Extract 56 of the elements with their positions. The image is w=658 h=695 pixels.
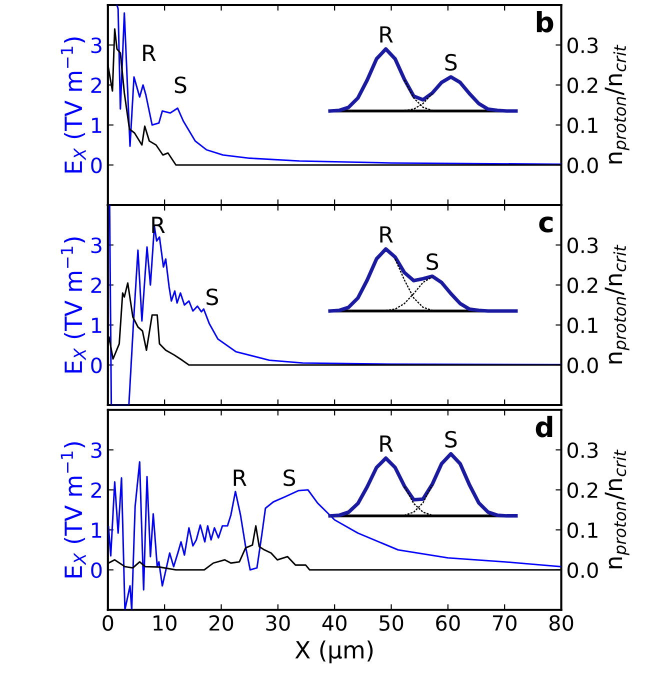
y-tick-label: 0 [91, 357, 102, 374]
y2-tick-label: 0.2 [568, 482, 598, 498]
y-axis-title: E$_{X}$ (TV m$^{−1}$) [60, 237, 86, 372]
y-tick-label: 1 [92, 522, 102, 538]
y2-tick-label: 0.2 [568, 77, 598, 94]
x-tick-label: 20 [210, 615, 234, 631]
x-tick-label: 60 [436, 615, 460, 631]
annotation: R [380, 436, 393, 452]
chart-title: b [536, 11, 554, 32]
y2-tick-label: 0.2 [568, 277, 598, 294]
annotation: R [380, 226, 393, 243]
annotation: R [234, 470, 246, 486]
y-tick-label: 3 [91, 237, 102, 254]
chart-title: c [539, 216, 553, 232]
y2-tick-label: 0.3 [568, 442, 598, 458]
y2-axis-title: n$_{proton}$/n$_{crit}$ [604, 244, 630, 364]
y2-tick-label: 0.0 [568, 157, 598, 174]
y2-axis-title: n$_{proton}$/n$_{crit}$ [604, 44, 630, 164]
chart-title: d [536, 416, 552, 438]
y-tick-label: 1 [92, 318, 102, 333]
x-tick-label: 30 [266, 615, 290, 631]
annotation: S [284, 469, 296, 486]
annotation: S [445, 54, 457, 71]
annotation: S [206, 288, 218, 306]
annotation: S [445, 430, 457, 448]
y2-tick-label: 0.0 [568, 562, 598, 578]
x-axis-title: X (μm) [295, 640, 373, 664]
y2-tick-label: 0.1 [568, 117, 598, 134]
annotation: R [380, 26, 393, 43]
y-tick-label: 1 [92, 118, 102, 133]
y-tick-label: 2 [91, 277, 101, 293]
y2-tick-label: 0.1 [568, 522, 598, 538]
y2-tick-label: 0.3 [568, 37, 598, 54]
x-tick-label: 10 [154, 615, 176, 631]
y-tick-label: 3 [91, 37, 102, 54]
annotation: R [143, 44, 156, 61]
y-tick-label: 2 [91, 482, 101, 498]
y2-tick-label: 0.0 [568, 357, 598, 374]
y-axis-title: E$_{X}$ (TV m$^{−1}$) [60, 37, 86, 172]
y-tick-label: 0 [91, 562, 102, 578]
annotation: S [174, 76, 186, 94]
y2-tick-label: 0.3 [568, 237, 598, 254]
x-tick-label: 80 [549, 615, 574, 631]
y-tick-label: 0 [91, 157, 102, 174]
line-series [116, 4, 562, 165]
x-tick-label: 50 [380, 615, 404, 631]
annotation: R [152, 216, 165, 233]
y-axis-title: E$_{X}$ (TV m$^{−1}$) [60, 442, 86, 578]
y2-tick-label: 0.1 [568, 317, 598, 334]
y2-axis-title: n$_{proton}$/n$_{crit}$ [604, 450, 630, 568]
annotation: S [426, 253, 438, 270]
y-tick-label: 2 [91, 77, 101, 93]
x-tick-label: 70 [493, 615, 516, 631]
x-tick-label: 0 [102, 615, 114, 631]
x-tick-label: 40 [322, 615, 346, 631]
y-tick-label: 3 [91, 442, 102, 458]
